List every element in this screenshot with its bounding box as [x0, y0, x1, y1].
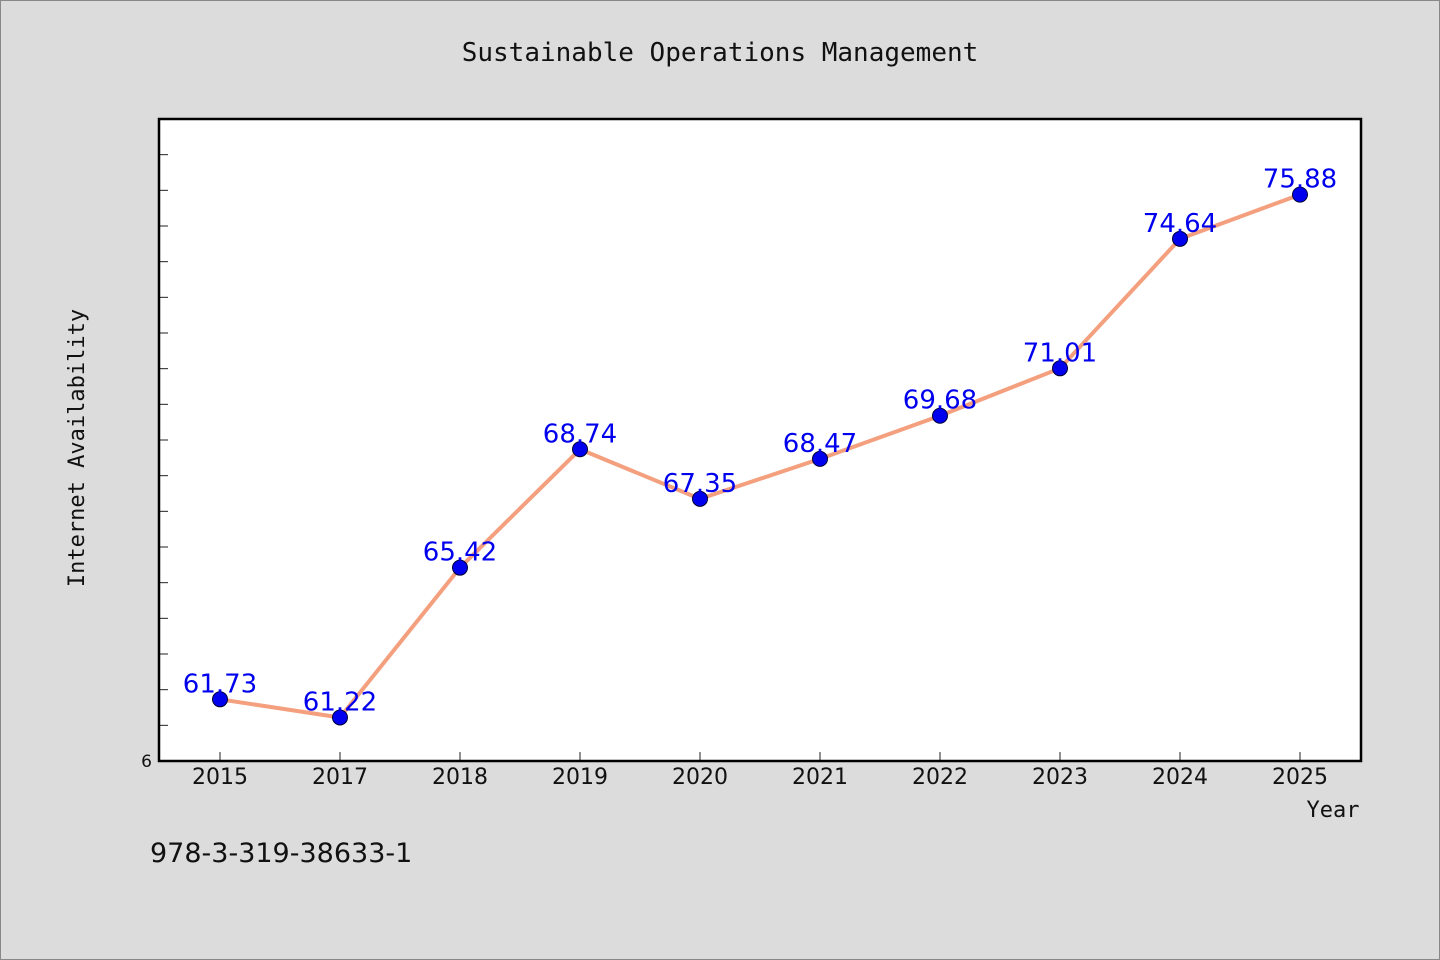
data-label: 61.73	[183, 669, 257, 699]
data-point	[212, 691, 228, 708]
x-tick-label: 2025	[1272, 765, 1328, 790]
data-label: 75.88	[1263, 165, 1337, 195]
y-axis-tick-labels: 6	[141, 752, 152, 772]
series-lines	[218, 192, 1302, 720]
x-axis-tick-labels: 2015 2017 2018 2019 2020 2021 2022 2023 2024 2025	[192, 765, 1328, 790]
x-axis-ticks	[219, 752, 1301, 761]
x-tick-label: 2017	[312, 765, 368, 790]
data-label: 68.47	[783, 429, 857, 459]
data-label: 74.64	[1143, 209, 1217, 239]
y-axis-ticks	[159, 118, 168, 762]
x-tick-label: 2021	[792, 765, 848, 790]
x-tick-label: 2024	[1152, 765, 1208, 790]
data-point	[1292, 186, 1308, 203]
data-point	[572, 441, 588, 458]
series-line	[218, 192, 1302, 720]
data-label: 61.22	[303, 687, 377, 717]
data-point	[932, 407, 948, 424]
series-points	[212, 186, 1308, 726]
x-tick-label: 2022	[912, 765, 968, 790]
y-axis-label: Internet Availability	[65, 309, 90, 587]
data-label: 68.74	[543, 419, 617, 449]
x-axis-label: Year	[1307, 798, 1360, 823]
data-point	[332, 709, 348, 726]
y-tick-label: 6	[141, 752, 152, 772]
data-label: 67.35	[663, 469, 737, 499]
data-point	[1052, 360, 1068, 377]
data-label: 65.42	[423, 538, 497, 568]
isbn-footer: 978-3-319-38633-1	[150, 838, 412, 869]
plot-border	[157, 117, 1363, 763]
x-tick-label: 2020	[672, 765, 728, 790]
x-tick-label: 2019	[552, 765, 608, 790]
data-label: 69.68	[903, 386, 977, 416]
data-point	[692, 490, 708, 507]
plot-area	[159, 119, 1361, 761]
data-label: 71.01	[1023, 338, 1097, 368]
x-tick-label: 2015	[192, 765, 248, 790]
data-point	[452, 559, 468, 576]
data-point	[1172, 230, 1188, 247]
chart-title: Sustainable Operations Management	[462, 38, 979, 68]
data-point	[812, 450, 828, 467]
data-labels: 61.73 61.22 65.42 68.74 67.35 68.47 69.68 71.01…	[183, 165, 1337, 718]
x-tick-label: 2018	[432, 765, 488, 790]
x-tick-label: 2023	[1032, 765, 1088, 790]
